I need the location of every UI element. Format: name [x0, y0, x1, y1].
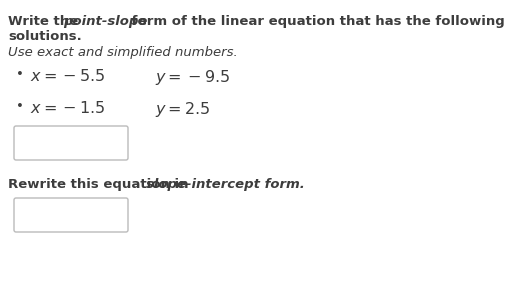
Text: $y = 2.5$: $y = 2.5$ [155, 100, 210, 119]
Text: form of the linear equation that has the following: form of the linear equation that has the… [127, 15, 505, 28]
Text: $x = -1.5$: $x = -1.5$ [30, 100, 105, 116]
Text: $x = -5.5$: $x = -5.5$ [30, 68, 105, 84]
Text: slope-intercept form.: slope-intercept form. [146, 178, 305, 191]
Text: $y = -9.5$: $y = -9.5$ [155, 68, 230, 87]
Text: Write the: Write the [8, 15, 83, 28]
Text: •: • [16, 100, 24, 113]
FancyBboxPatch shape [14, 198, 128, 232]
Text: Rewrite this equation in: Rewrite this equation in [8, 178, 193, 191]
Text: Use exact and simplified numbers.: Use exact and simplified numbers. [8, 46, 238, 59]
Text: point-slope: point-slope [63, 15, 147, 28]
FancyBboxPatch shape [14, 126, 128, 160]
Text: •: • [16, 68, 24, 81]
Text: solutions.: solutions. [8, 30, 82, 43]
